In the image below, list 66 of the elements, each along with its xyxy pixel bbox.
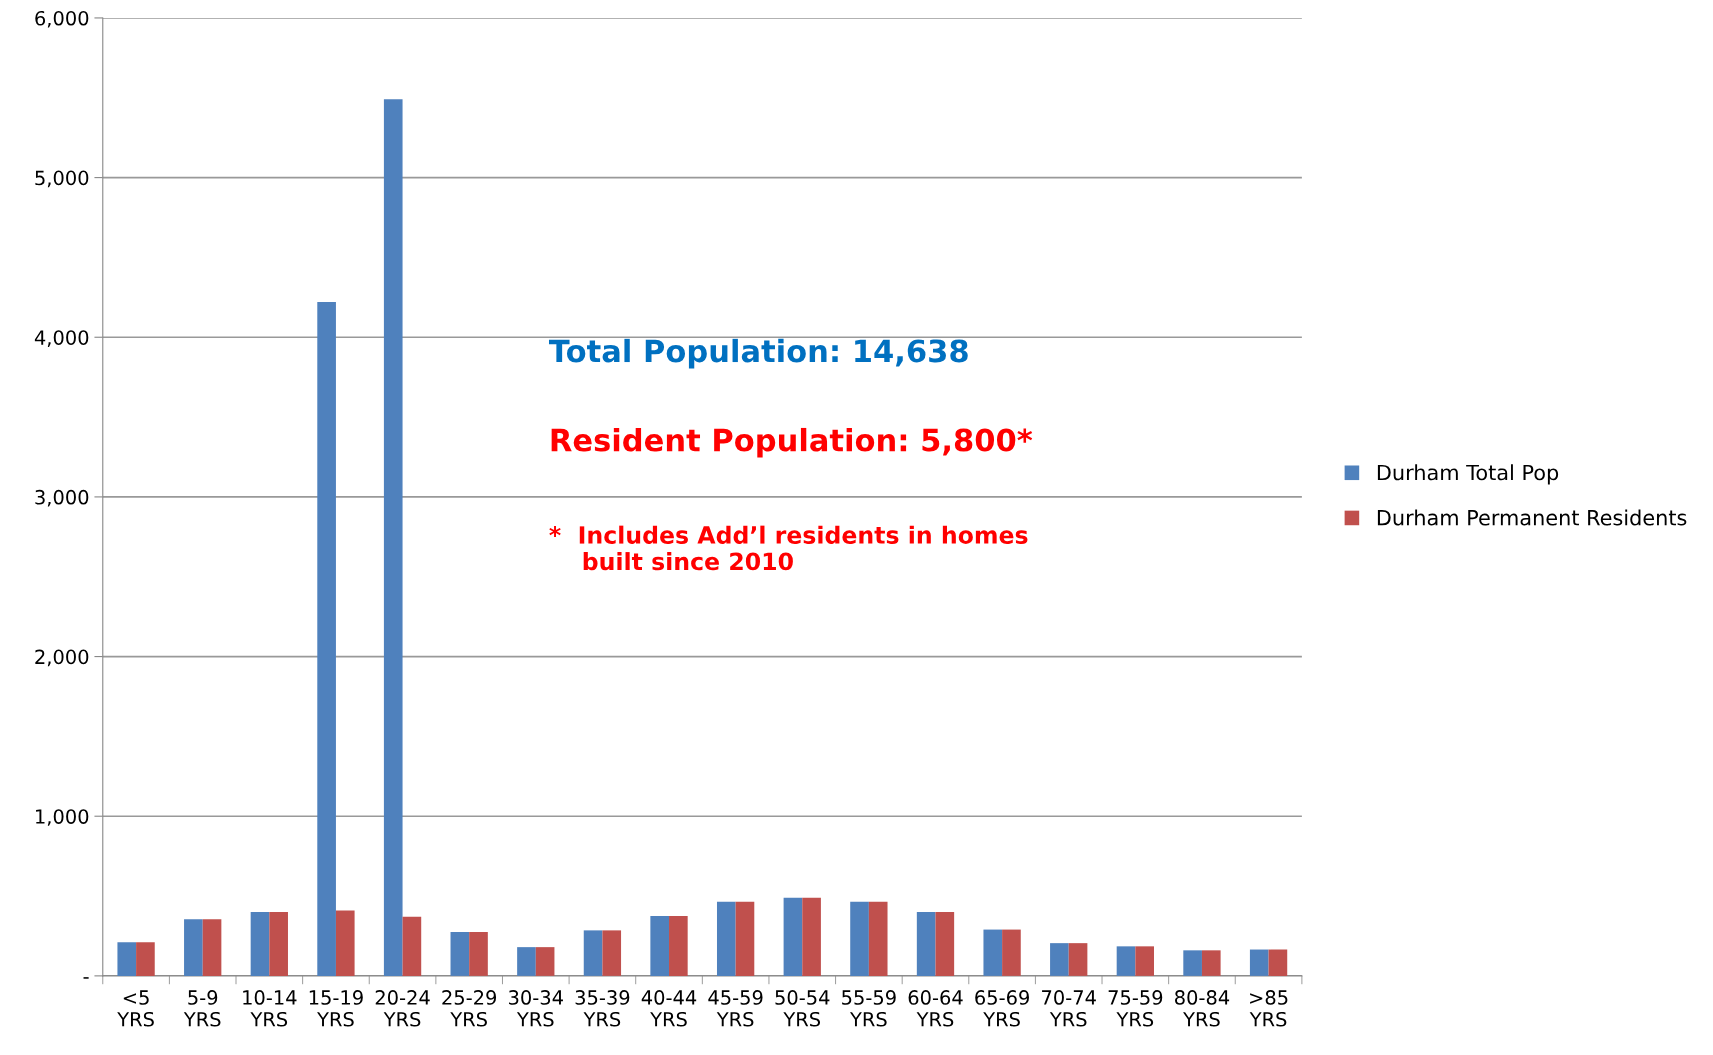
bar	[1116, 946, 1136, 976]
annotation: * Includes Add’l residents in homes built since 2010	[549, 525, 1028, 571]
bar	[716, 901, 736, 976]
bar	[935, 912, 955, 976]
bar	[1135, 946, 1154, 976]
bar	[317, 302, 336, 976]
x-tick-label: 70-74 YRS	[1042, 990, 1096, 1027]
x-tick-label: 5-9 YRS	[183, 990, 221, 1027]
bar	[402, 916, 422, 976]
y-tick-label: 5,000	[35, 170, 89, 188]
x-tick-label: 20-24 YRS	[375, 990, 430, 1027]
annotation: Total Population: 14,638	[548, 338, 968, 369]
y-tick-label: 1,000	[36, 809, 89, 826]
bar	[335, 910, 355, 976]
bar	[250, 912, 270, 976]
x-tick-label: 15-19 YRS	[309, 990, 363, 1027]
y-tick-label: 3,000	[35, 489, 89, 507]
bar	[383, 99, 403, 976]
bar	[1068, 943, 1088, 976]
x-tick-label: 60-64 YRS	[908, 990, 963, 1027]
bar	[535, 947, 555, 976]
x-tick-label: <5 YRS	[117, 990, 154, 1027]
x-tick-label: >85 YRS	[1249, 990, 1288, 1027]
bar	[1050, 943, 1069, 976]
y-tick-label: -	[83, 977, 89, 979]
y-tick-label: 6,000	[35, 10, 89, 28]
bar	[469, 931, 488, 976]
bar	[868, 901, 888, 976]
bar	[1002, 929, 1021, 976]
y-tick-label: 4,000	[34, 330, 89, 347]
bar	[184, 919, 203, 976]
x-tick-label: 30-34 YRS	[509, 990, 563, 1027]
bar	[1268, 949, 1288, 976]
x-tick-label: 80-84 YRS	[1175, 990, 1230, 1027]
bar	[802, 897, 821, 976]
x-tick-label: 75-59 YRS	[1108, 990, 1163, 1027]
x-tick-label: 25-29 YRS	[442, 990, 497, 1027]
x-tick-label: 45-59 YRS	[708, 990, 763, 1027]
bar	[450, 931, 470, 976]
bar	[669, 916, 688, 976]
bar	[517, 947, 536, 976]
x-tick-label: 40-44 YRS	[641, 990, 697, 1027]
x-tick-label: 35-39 YRS	[575, 990, 630, 1027]
bar	[117, 942, 137, 976]
legend-label: Durham Total Pop	[1377, 464, 1559, 485]
x-tick-label: 50-54 YRS	[775, 990, 830, 1027]
bar	[850, 901, 869, 976]
bar	[983, 929, 1003, 976]
bar	[650, 916, 670, 976]
bar	[735, 901, 755, 976]
bar	[783, 897, 803, 976]
bar	[916, 912, 936, 976]
bar	[1201, 950, 1221, 976]
bar	[602, 930, 622, 976]
bar	[136, 942, 155, 976]
y-tick-label: 2,000	[35, 649, 89, 667]
bar	[1183, 950, 1202, 976]
bar	[1249, 949, 1269, 976]
bar	[583, 930, 603, 976]
bar	[269, 912, 288, 976]
x-tick-label: 55-59 YRS	[842, 990, 896, 1027]
x-tick-label: 65-69 YRS	[975, 990, 1029, 1027]
legend-label: Durham Permanent Residents	[1377, 509, 1687, 526]
x-tick-label: 10-14 YRS	[243, 990, 297, 1027]
annotation: Resident Population: 5,800*	[551, 427, 1033, 458]
bar	[202, 919, 222, 976]
